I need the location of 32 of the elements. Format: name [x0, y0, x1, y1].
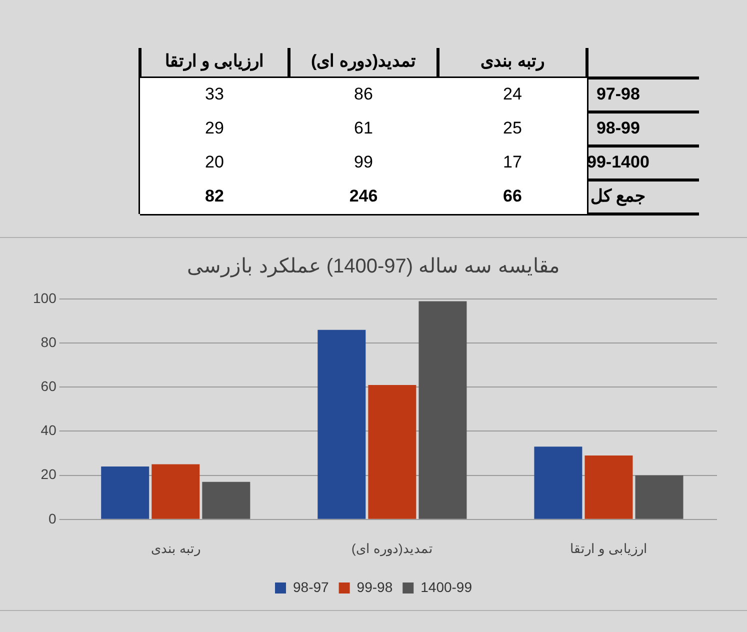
data-label: 86 [354, 84, 373, 104]
data-label: 25 [503, 118, 522, 138]
data-label: 20 [205, 152, 224, 172]
data-label: 99 [354, 152, 373, 172]
data-label: 66 [503, 186, 522, 206]
data-label: 29 [205, 118, 224, 138]
y-tick-label: 60 [40, 378, 57, 394]
y-tick-label: 40 [40, 422, 57, 438]
y-tick-label: 100 [33, 290, 57, 306]
x-tick-label: تمدید(دوره ای) [352, 540, 433, 557]
x-tick-label: تمدید(دوره ای) [310, 51, 416, 72]
data-label: 17 [503, 152, 522, 172]
data-label: 82 [205, 186, 224, 206]
x-tick-label: ارزیابی و ارتقا [164, 51, 264, 72]
legend-label: 98-97 [293, 578, 330, 595]
data-label: 24 [503, 84, 522, 104]
y-tick-label: 80 [40, 334, 57, 350]
legend-label: 1400-99 [420, 578, 472, 595]
data-label: 246 [349, 186, 378, 206]
data-label: 61 [354, 118, 373, 138]
y-tick-label: جمع کل [590, 186, 646, 207]
y-tick-label: 99-1400 [587, 152, 650, 172]
x-tick-label: رتبه بندی [150, 540, 200, 557]
y-tick-label: 0 [48, 510, 57, 526]
x-tick-label: ارزیابی و ارتقا [570, 540, 648, 557]
legend-label: 99-98 [356, 578, 393, 595]
chart-title: مقایسه سه ساله (97-1400) عملکرد بازرسی [187, 256, 560, 278]
x-tick-label: رتبه بندی [480, 51, 544, 72]
y-tick-label: 97-98 [596, 84, 640, 104]
data-label: 33 [205, 84, 224, 104]
y-tick-label: 98-99 [596, 118, 640, 138]
y-tick-label: 20 [40, 466, 57, 482]
